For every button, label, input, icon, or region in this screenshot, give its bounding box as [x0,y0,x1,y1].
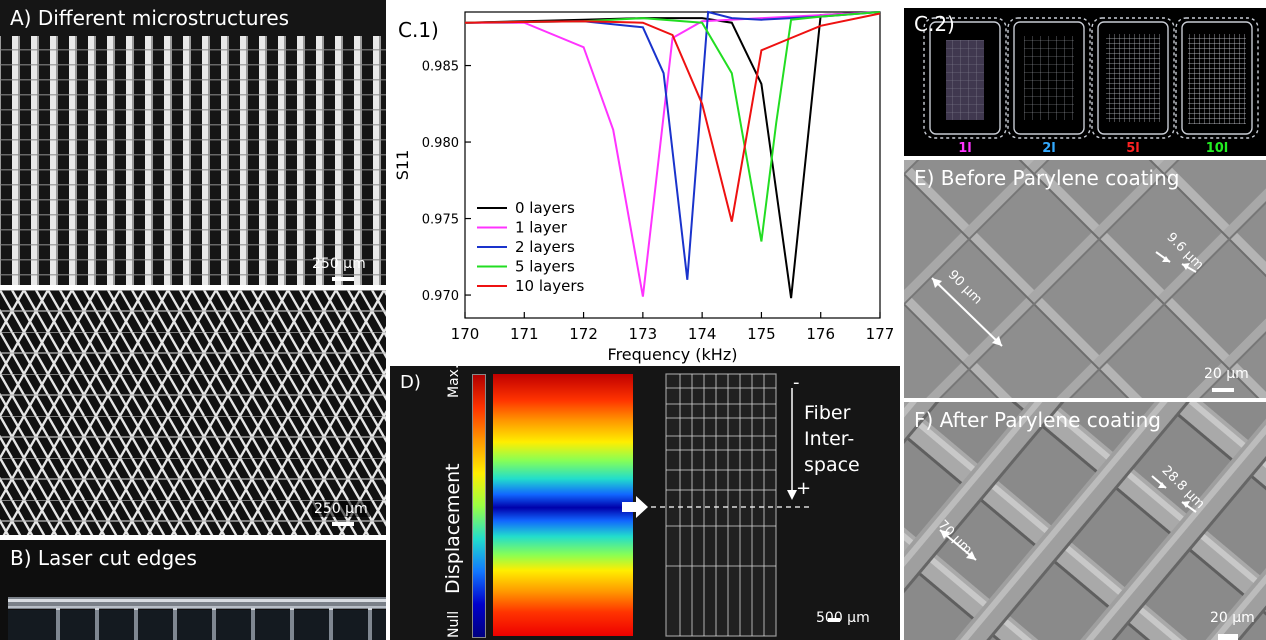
x-tick-label: 174 [688,325,717,343]
panel-b-label: B) Laser cut edges [10,546,197,570]
x-tick-label: 172 [569,325,598,343]
panel-e-image: E) Before Parylene coating 90 µm 9.6 µm … [904,160,1266,398]
x-tick-label: 176 [806,325,835,343]
panel-e-label: E) Before Parylene coating [914,166,1180,190]
sample-label-2: 2l [1042,141,1056,156]
legend-entry: 10 layers [515,277,584,295]
coil-samples: 1l 2l 5l 10l [923,17,1259,156]
panel-c1-label: C.1) [398,18,439,42]
legend-entry: 2 layers [515,238,575,256]
panel-f-label: F) After Parylene coating [914,408,1161,432]
fiber-interspace-line2: Inter- [804,428,855,450]
panel-c2-label: C.2) [914,12,955,36]
panel-a-top-image: A) Different microstructures 250 µm [0,0,386,285]
legend-entry: 5 layers [515,258,575,276]
y-tick-label: 0.975 [422,213,459,228]
panel-a-scale-top-bar [332,277,354,281]
x-tick-label: 171 [510,325,539,343]
series-line-2-layers [464,10,881,280]
panel-c2-image: 1l 2l 5l 10l C.2) [904,8,1266,156]
down-arrow-icon [787,490,797,500]
panel-d-overlay [622,373,840,637]
panel-e-scale-text: 20 µm [1204,366,1249,382]
fiber-plus-sign: + [796,478,812,499]
pointer-arrow-icon [622,496,648,518]
panel-d-scale-text: 500 µm [816,610,870,626]
panel-c1: 170 171 172 173 174 175 176 177 0.970 0.975 0.980 0… [390,0,900,365]
x-tick-label: 170 [451,325,480,343]
y-tick-label: 0.970 [422,289,459,304]
y-tick-label: 0.980 [422,136,459,151]
fiber-interspace-line3: space [804,454,860,476]
y-axis-label: S11 [393,150,412,181]
sem-grid-before [904,160,1266,398]
panel-a-scale-bottom-bar [332,522,354,526]
fiber-interspace-line1: Fiber [804,402,851,424]
triangular-fiber-lattice [0,290,386,535]
panel-a-bottom-image: 250 µm [0,290,386,535]
sample-label-5: 5l [1126,141,1140,156]
s11-chart: 170 171 172 173 174 175 176 177 0.970 0.975 0.980 0… [393,10,895,364]
x-tick-label: 177 [866,325,895,343]
vertical-fiber-grid [0,36,386,285]
sample-label-10: 10l [1206,141,1229,156]
sem-grid-after [904,402,1266,640]
panel-a-scale-top-text: 250 µm [312,256,366,272]
x-tick-label: 173 [629,325,658,343]
displacement-map [493,374,633,636]
panel-b-image: B) Laser cut edges [0,540,386,640]
sample-label-1: 1l [958,141,972,156]
x-tick-label: 175 [747,325,776,343]
series-line-10-layers [464,12,881,222]
panel-d-label: D) [400,372,421,393]
panel-f-scale-text: 20 µm [1210,610,1255,626]
x-axis-label: Frequency (kHz) [608,345,738,364]
legend-entry: 0 layers [515,199,575,217]
colorbar [472,374,486,638]
plot-frame [464,11,881,319]
series-line-5-layers [464,11,881,242]
panel-f-image: F) After Parylene coating 70 µm 28.8 µm … [904,402,1266,640]
laser-cut-edge [8,597,386,640]
fiber-minus-sign: - [793,372,800,393]
legend-entry: 1 layer [515,219,568,237]
y-tick-label: 0.985 [422,60,459,75]
panel-a-scale-bottom-text: 250 µm [312,501,370,517]
panel-d: D) Max. Null Displacement - Fiber Inter-… [390,366,900,640]
series-line-1-layer [465,11,881,297]
panel-a-label: A) Different microstructures [10,6,290,30]
